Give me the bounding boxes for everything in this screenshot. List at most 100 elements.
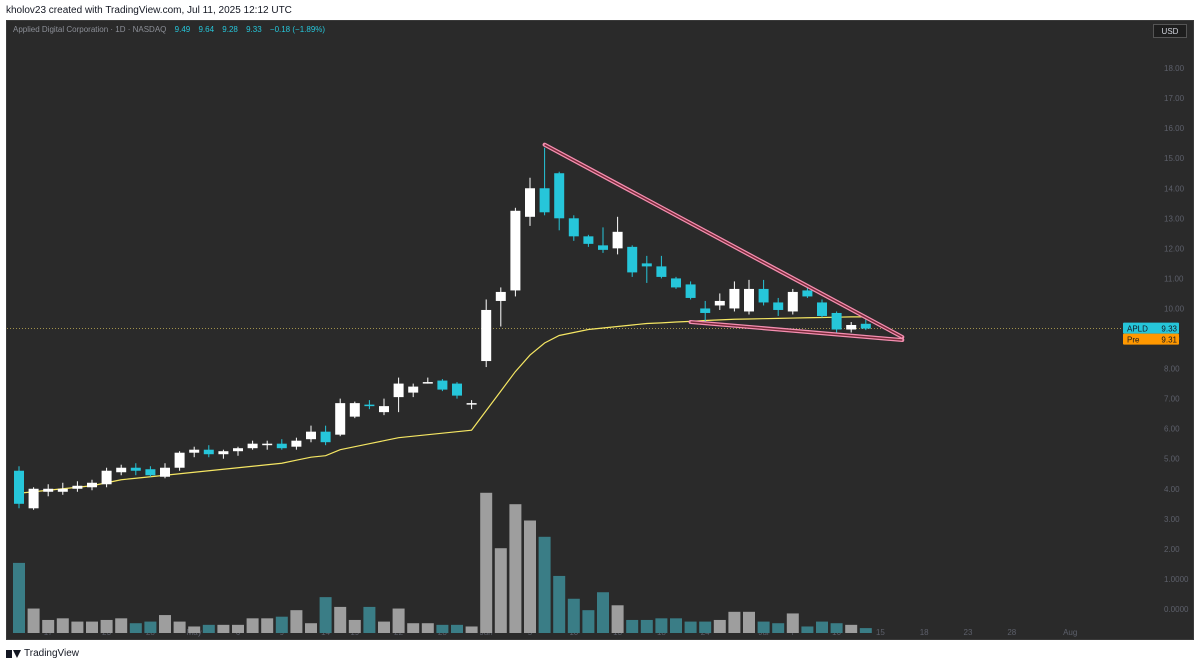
x-tick-label: Aug xyxy=(1063,628,1077,637)
y-tick-label: 18.00 xyxy=(1164,64,1185,73)
volume-bar xyxy=(290,610,303,633)
y-tick-label: 11.00 xyxy=(1164,274,1184,283)
volume-bar xyxy=(524,520,536,633)
volume-bar xyxy=(772,623,785,633)
volume-bar xyxy=(100,619,113,633)
candle-body xyxy=(641,263,652,267)
candle-body xyxy=(247,443,258,449)
candle-body xyxy=(130,467,141,471)
candle-body xyxy=(233,448,243,452)
volume-bar xyxy=(188,626,201,633)
volume-bar xyxy=(232,624,244,633)
y-tick-label: 16.00 xyxy=(1164,124,1185,133)
volume-bar xyxy=(378,621,390,633)
volume-bar xyxy=(56,618,69,633)
footer-brand-label: TradingView xyxy=(24,648,80,659)
candle-body xyxy=(802,290,813,297)
chart-caption: kholov23 created with TradingView.com, J… xyxy=(6,5,292,16)
legend-high: 9.64 xyxy=(198,25,215,34)
candle-body xyxy=(189,449,200,453)
volume-bar xyxy=(27,608,40,633)
y-tick-label: 8.00 xyxy=(1164,365,1180,374)
volume-bar xyxy=(655,618,668,633)
volume-bar xyxy=(451,624,463,633)
volume-bar xyxy=(465,626,478,633)
candle-body xyxy=(758,288,769,303)
volume-bar xyxy=(392,608,405,633)
candle-body xyxy=(203,449,214,455)
candle-body xyxy=(87,482,97,488)
volume-bar xyxy=(42,619,55,633)
last-price-tag-label: APLD xyxy=(1127,325,1148,334)
candle-body xyxy=(671,278,681,288)
currency-button[interactable]: USD xyxy=(1153,24,1187,38)
candle-body xyxy=(466,403,477,405)
candle-body xyxy=(393,383,404,398)
volume-bar xyxy=(699,621,712,633)
volume-bar xyxy=(480,492,493,633)
legend-symbol: Applied Digital Corporation · 1D · NASDA… xyxy=(13,25,167,34)
candle-body xyxy=(57,488,68,492)
volume-bar xyxy=(728,611,741,633)
price-chart[interactable]: 0.0000 1.0000 2.00 3.00 4.00 5.00 6.00 7.00 8.00… xyxy=(7,21,1195,641)
symbol-legend[interactable]: Applied Digital Corporation · 1D · NASDA… xyxy=(13,25,325,34)
y-tick-label: 10.00 xyxy=(1164,304,1185,313)
volume-bar xyxy=(670,618,682,633)
y-tick-label: 7.00 xyxy=(1164,395,1180,404)
volume-bar xyxy=(334,606,347,633)
candle-body xyxy=(525,188,535,217)
triangle-upper-line-inner xyxy=(544,144,903,338)
volume-bar xyxy=(115,618,128,633)
volume-bar xyxy=(684,621,697,633)
pre-market-tag-label: Pre xyxy=(1127,336,1140,345)
volume-bar xyxy=(13,562,25,633)
volume-bar xyxy=(348,619,361,633)
y-tick-label: 1.0000 xyxy=(1164,575,1189,584)
volume-bar xyxy=(144,621,157,633)
volume-bar xyxy=(363,606,376,633)
candle-body xyxy=(510,210,521,291)
candle-body xyxy=(656,266,667,277)
candle-body xyxy=(787,291,798,312)
volume-bar xyxy=(743,611,755,633)
last-price-tag-value: 9.33 xyxy=(1161,325,1177,334)
y-tick-label: 13.00 xyxy=(1164,214,1185,223)
volume-bar xyxy=(845,624,858,633)
candle-body xyxy=(831,312,842,330)
volume-bar xyxy=(859,628,872,633)
candle-body xyxy=(612,231,623,249)
volume-bar xyxy=(640,619,653,633)
candle-body xyxy=(714,300,725,306)
candle-body xyxy=(335,403,346,435)
candle-body xyxy=(28,488,39,509)
x-tick-label: 23 xyxy=(964,628,973,637)
legend-low: 9.28 xyxy=(222,25,238,34)
y-tick-label: 17.00 xyxy=(1164,94,1185,103)
candle-body xyxy=(452,383,462,396)
candle-body xyxy=(379,406,389,413)
candle-body xyxy=(72,485,83,489)
chart-panel[interactable]: 0.0000 1.0000 2.00 3.00 4.00 5.00 6.00 7.00 8.00… xyxy=(6,20,1194,640)
candle-body xyxy=(744,288,754,312)
volume-bar xyxy=(261,618,274,633)
candle-body xyxy=(306,431,316,440)
volume-bar xyxy=(202,624,215,633)
y-tick-label: 5.00 xyxy=(1164,455,1180,464)
legend-open: 9.49 xyxy=(174,25,191,34)
pre-market-tag-value: 9.31 xyxy=(1161,336,1177,345)
pre-market-tag: Pre 9.31 xyxy=(1123,333,1179,345)
y-tick-label: 14.00 xyxy=(1164,184,1185,193)
candle-body xyxy=(262,443,273,446)
candle-body xyxy=(14,470,24,504)
candle-body xyxy=(817,302,827,316)
x-tick-label: 15 xyxy=(876,628,885,637)
y-tick-label: 2.00 xyxy=(1164,545,1180,554)
volume-bar xyxy=(421,623,434,633)
volume-bar xyxy=(757,621,770,633)
candle-body xyxy=(160,467,170,477)
volume-bar xyxy=(246,618,259,633)
legend-change: −0.18 (−1.89%) xyxy=(269,25,326,34)
candle-body xyxy=(43,488,54,492)
candle-body xyxy=(583,236,594,244)
candle-body xyxy=(846,324,857,330)
